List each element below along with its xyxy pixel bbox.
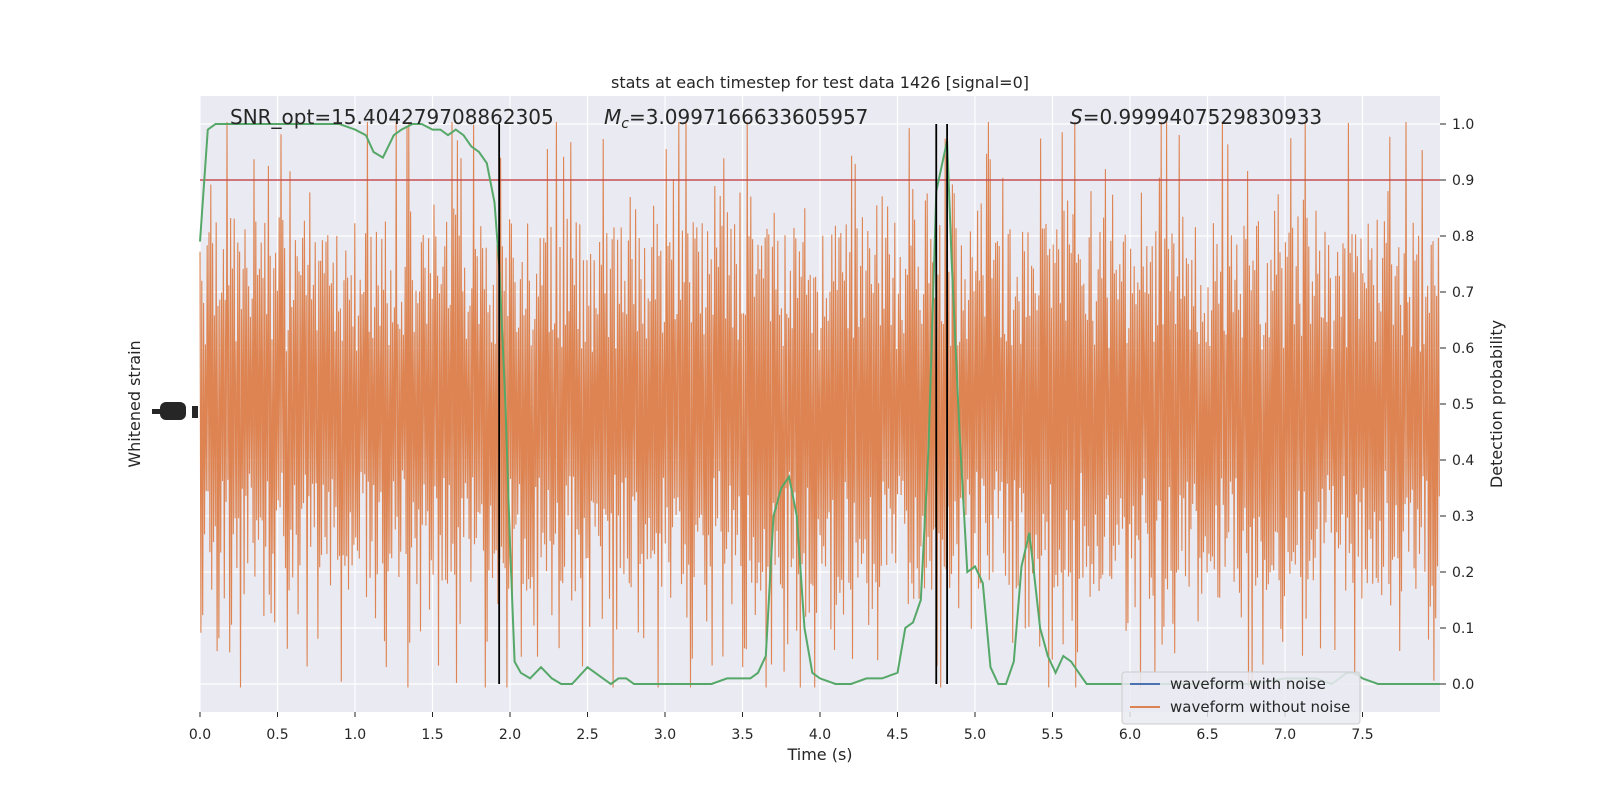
right-tick-label: 0.3	[1452, 509, 1474, 525]
right-axis-ticks: 0.0 0.1 0.2 0.3 0.4 0.5 0.6 0.7 0.8 0.9 1.0	[1440, 117, 1474, 693]
strain-waveform-line	[199, 121, 1440, 688]
legend-label-with-noise: waveform with noise	[1170, 675, 1326, 693]
right-axis-label: Detection probability	[1487, 320, 1506, 488]
annotation-snr: SNR_opt=15.404279708862305	[230, 105, 554, 129]
right-tick-label: 0.5	[1452, 397, 1474, 413]
left-axis-label: Whitened strain	[125, 340, 144, 467]
right-tick-label: 0.6	[1452, 341, 1474, 357]
right-tick-label: 0.2	[1452, 565, 1474, 581]
x-tick-label: 7.5	[1351, 727, 1373, 743]
right-tick-label: 0.7	[1452, 285, 1474, 301]
x-tick-label: 5.5	[1041, 727, 1063, 743]
right-tick-label: 0.0	[1452, 677, 1474, 693]
detection-probability-line	[199, 123, 1440, 686]
left-tick-mark	[192, 406, 198, 418]
annotation-s: S=0.9999407529830933	[1070, 105, 1322, 129]
annotation-chirp-mass: Mc=3.0997166633605957	[604, 105, 868, 132]
x-tick-label: 1.5	[421, 727, 443, 743]
x-tick-label: 3.0	[654, 727, 676, 743]
legend: waveform with noise waveform without noi…	[1121, 671, 1361, 725]
x-tick-label: 2.0	[499, 727, 521, 743]
x-axis-ticks: 0.0 0.5 1.0 1.5 2.0 2.5 3.0 3.5 4.0 4.5 5.0 5.5 6.0 6…	[189, 712, 1374, 743]
right-tick-label: 1.0	[1452, 117, 1474, 133]
x-tick-label: 3.5	[731, 727, 753, 743]
right-tick-label: 0.4	[1452, 453, 1474, 469]
right-tick-label: 0.8	[1452, 229, 1474, 245]
x-tick-label: 4.0	[809, 727, 831, 743]
x-tick-label: 6.0	[1119, 727, 1141, 743]
strain-signal	[199, 121, 1440, 688]
legend-label-without-noise: waveform without noise	[1170, 698, 1350, 716]
left-tick-label-cluster	[160, 402, 186, 420]
legend-box	[1121, 671, 1361, 725]
x-tick-label: 4.5	[886, 727, 908, 743]
x-tick-label: 7.0	[1274, 727, 1296, 743]
x-tick-label: 0.0	[189, 727, 211, 743]
vline-layer	[498, 124, 948, 684]
x-axis-label: Time (s)	[786, 745, 852, 764]
right-tick-label: 0.9	[1452, 173, 1474, 189]
x-tick-label: 6.5	[1196, 727, 1218, 743]
left-tick-mark	[152, 409, 164, 414]
right-tick-label: 0.1	[1452, 621, 1474, 637]
chart-title: stats at each timestep for test data 142…	[611, 73, 1029, 92]
x-tick-label: 2.5	[576, 727, 598, 743]
left-axis-ticks	[152, 402, 198, 420]
detection-layer	[199, 123, 1440, 686]
x-tick-label: 5.0	[964, 727, 986, 743]
x-tick-label: 1.0	[344, 727, 366, 743]
x-tick-label: 0.5	[266, 727, 288, 743]
